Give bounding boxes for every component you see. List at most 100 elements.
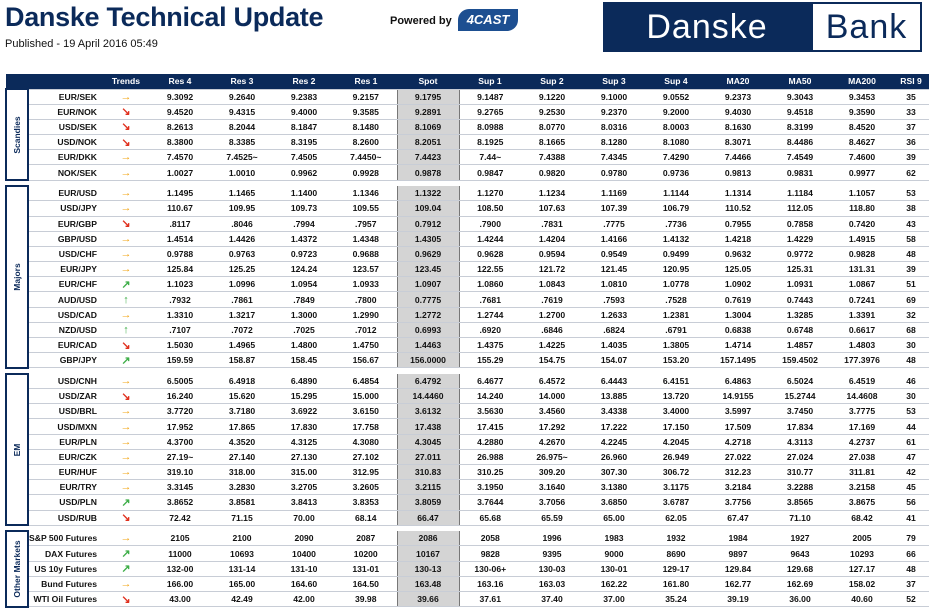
value-cell: 4.3045 [396, 434, 460, 450]
value-cell: 1.0810 [583, 276, 645, 293]
column-header: Res 3 [211, 74, 273, 90]
value-cell: 0.9772 [769, 246, 831, 263]
value-cell: 17.834 [769, 418, 831, 435]
instrument: USD/MXN [28, 418, 103, 435]
value-cell: 9.1795 [396, 89, 460, 105]
value-cell: 48 [893, 246, 929, 263]
value-cell: .7681 [459, 291, 521, 308]
value-cell: 9.2370 [583, 104, 645, 120]
value-cell: 9.2765 [459, 104, 521, 120]
data-row: Scandies EUR/SEK → 9.3092 9.2640 9.2383 9.2157… [5, 87, 929, 182]
gap-cell [6, 180, 929, 187]
value-cell: 9.3092 [149, 89, 211, 105]
value-cell: 107.39 [583, 200, 645, 217]
value-cell: 4.3125 [273, 434, 335, 450]
value-cell: 3.2830 [211, 479, 273, 496]
value-cell: 71.10 [769, 510, 831, 526]
value-cell: 1.2700 [521, 307, 583, 323]
value-cell: 8.4627 [831, 134, 893, 151]
data-row: USD/CAD → 1.3310 1.3217 1.3000 1.2990 1.2772 1.… [6, 307, 929, 323]
value-cell: 4.3080 [335, 434, 397, 450]
value-cell: 1.4375 [459, 337, 521, 354]
value-cell: 318.00 [211, 464, 273, 481]
value-cell: 53 [893, 186, 929, 202]
value-cell: 11000 [149, 545, 211, 562]
value-cell: 36.00 [769, 591, 831, 608]
data-row: NZD/USD ↑ .7107.7072.7025.7012 0.6993.6920.… [6, 322, 929, 339]
value-cell: 0.7858 [769, 216, 831, 232]
value-cell: 48 [893, 561, 929, 577]
value-cell: 1.0931 [769, 276, 831, 293]
value-cell: 37.40 [521, 591, 583, 608]
instrument: S&P 500 Futures [28, 531, 103, 547]
value-cell: 17.509 [707, 418, 769, 435]
value-cell: 46 [893, 373, 929, 390]
value-cell: 1.4857 [769, 337, 831, 354]
value-cell: 6.4863 [707, 373, 769, 390]
column-header: Res 4 [149, 74, 211, 90]
value-cell: 0.6838 [707, 322, 769, 339]
group-label: Scandies [12, 115, 22, 154]
value-cell: 1.1400 [273, 186, 335, 202]
value-cell: 13.885 [583, 388, 645, 405]
instrument: NOK/SEK [28, 164, 103, 181]
value-cell: 110.67 [149, 200, 211, 217]
value-cell: 33 [893, 104, 929, 120]
value-cell: 65.00 [583, 510, 645, 526]
column-header: RSI 9 [893, 74, 929, 90]
trend-arrow: → [103, 418, 149, 435]
value-cell: 7.4525~ [211, 149, 273, 166]
value-cell: 1.3004 [707, 307, 769, 323]
trend-arrow: ↘ [103, 388, 149, 405]
value-cell: 35.24 [645, 591, 707, 608]
data-row: EUR/CHF ↗ 1.1023 1.0996 1.0954 1.0933 1.0907 1.… [6, 276, 929, 293]
value-cell: 319.10 [149, 464, 211, 481]
data-row: USD/PLN ↗ 3.8652 3.8581 3.8413 3.8353 3.8059 3.… [6, 494, 929, 511]
value-cell: 1.1495 [149, 186, 211, 202]
value-cell: 43.00 [149, 591, 211, 608]
value-cell: 14.240 [459, 388, 521, 405]
value-cell: 3.7775 [831, 403, 893, 420]
value-cell: 14.4608 [831, 388, 893, 405]
value-cell: 0.9499 [645, 246, 707, 263]
value-cell: .7025 [273, 322, 335, 339]
value-cell: 65.59 [521, 510, 583, 526]
value-cell: 311.81 [831, 464, 893, 481]
trend-arrow: → [103, 373, 149, 390]
value-cell: 177.3976 [831, 352, 893, 369]
value-cell: 0.9688 [335, 246, 397, 263]
value-cell: 10167 [396, 545, 460, 562]
value-cell: 0.9594 [521, 246, 583, 263]
value-cell: 6.4792 [396, 373, 460, 390]
value-cell: 9395 [521, 545, 583, 562]
value-cell: 153.20 [645, 352, 707, 369]
powered-by: Powered by [390, 15, 452, 27]
value-cell: 1927 [769, 531, 831, 547]
value-cell: 17.415 [459, 418, 521, 435]
value-cell: 27.038 [831, 449, 893, 466]
value-cell: 1.4132 [645, 231, 707, 247]
group-gap [6, 525, 929, 532]
value-cell: 8690 [645, 545, 707, 562]
value-cell: 4.2718 [707, 434, 769, 450]
data-row: EUR/DKK → 7.4570 7.4525~ 7.4505 7.4450~ 7.4423… [6, 149, 929, 166]
value-cell: 10293 [831, 545, 893, 562]
value-cell: 58 [893, 231, 929, 247]
value-cell: 3.3145 [149, 479, 211, 496]
value-cell: 9.4520 [149, 104, 211, 120]
data-row: USD/RUB ↘ 72.42 71.15 70.00 68.14 66.47 65.68 65… [6, 510, 929, 526]
value-cell: 6.4572 [521, 373, 583, 390]
column-header: MA50 [769, 74, 831, 90]
value-cell: 125.31 [769, 261, 831, 278]
value-cell: 3.6132 [396, 403, 460, 420]
instrument: EUR/PLN [28, 434, 103, 450]
value-cell: 3.2605 [335, 479, 397, 496]
value-cell: 1.2744 [459, 307, 521, 323]
value-cell: 7.44~ [459, 149, 521, 166]
value-cell: 0.9831 [769, 164, 831, 181]
data-row: EM USD/CNH → 6.5005 6.4918 6.4890 6.4854 6.4792… [5, 372, 929, 527]
instrument: EUR/SEK [28, 89, 103, 105]
value-cell: .7861 [211, 291, 273, 308]
value-cell: 7.4570 [149, 149, 211, 166]
value-cell: 0.7955 [707, 216, 769, 232]
